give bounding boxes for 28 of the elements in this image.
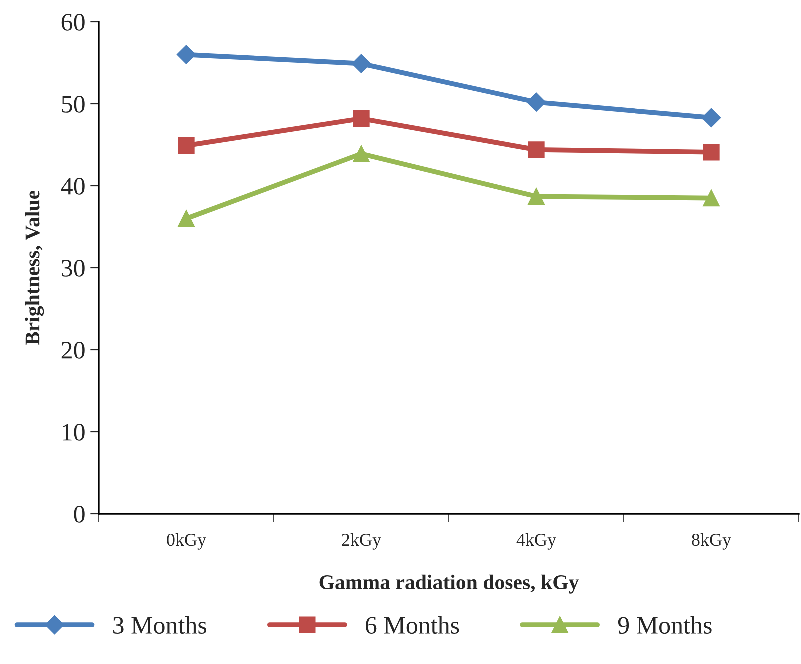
point xyxy=(528,188,545,205)
point xyxy=(702,108,722,128)
x-tick-label: 2kGy xyxy=(342,533,382,550)
point xyxy=(528,142,545,158)
y-tick-label: 20 xyxy=(62,342,85,359)
y-tick-label: 40 xyxy=(61,178,85,195)
point xyxy=(353,110,370,128)
point xyxy=(353,146,370,162)
point xyxy=(178,137,195,154)
y-tick-label: 10 xyxy=(63,424,85,441)
y-tick-label: 0 xyxy=(74,506,85,523)
y-tick-label: 50 xyxy=(62,96,85,113)
point xyxy=(178,210,195,228)
point xyxy=(526,92,546,112)
point xyxy=(703,190,720,207)
point xyxy=(352,54,372,74)
legend-label: 3 Months xyxy=(113,616,207,634)
y-tick-label: 30 xyxy=(62,260,85,277)
point xyxy=(176,45,196,64)
x-tick-label: 4kGy xyxy=(516,533,556,550)
x-tick-label: 0kGy xyxy=(167,533,206,550)
legend-label: 6 Months xyxy=(366,616,460,634)
x-tick-label: 8kGy xyxy=(692,533,732,550)
x-axis-title: Gamma radiation doses, kGy xyxy=(320,574,580,594)
legend-label: 9 Months xyxy=(618,616,712,634)
y-tick-label: 60 xyxy=(62,14,85,31)
y-axis-title: Brightness, Value xyxy=(25,190,44,346)
point xyxy=(703,144,720,161)
